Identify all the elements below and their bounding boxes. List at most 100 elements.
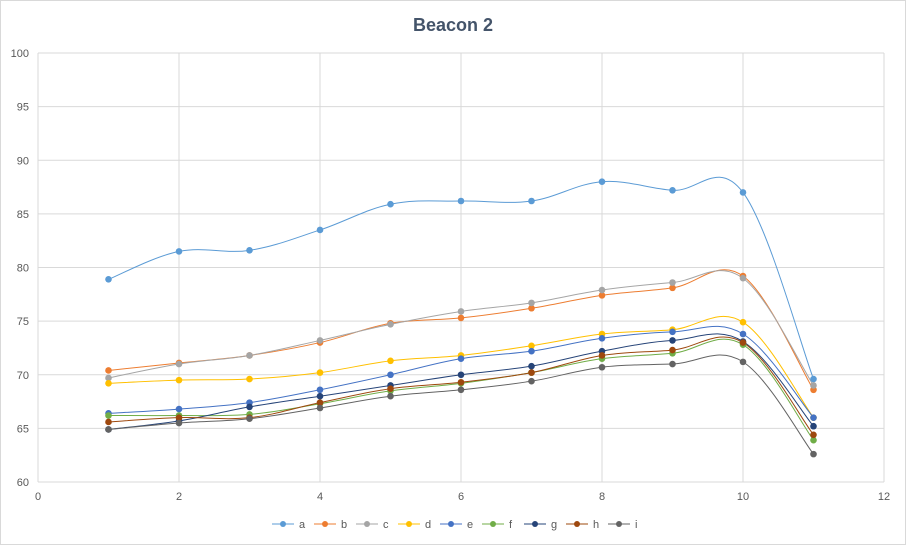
data-point-a (528, 197, 535, 205)
legend-swatch-marker (574, 521, 580, 527)
data-point-b (105, 367, 112, 374)
data-point-e (528, 347, 535, 355)
legend-item-g: g (524, 519, 557, 531)
data-point-c (387, 321, 394, 328)
data-point-h (739, 339, 747, 346)
data-point-i (246, 415, 253, 423)
series-line-h (108, 336, 814, 436)
y-tick-label: 90 (17, 155, 29, 167)
data-point-g (457, 371, 465, 379)
data-point-d (528, 342, 535, 350)
data-point-i (316, 404, 324, 412)
legend-label: e (467, 519, 473, 531)
data-point-d (175, 376, 183, 384)
data-point-a (316, 226, 324, 234)
data-point-i (175, 419, 183, 427)
x-axis-tick-labels: 0 2 4 6 8 10 12 (35, 491, 890, 503)
data-point-a (457, 197, 465, 205)
data-point-g (810, 422, 817, 430)
data-point-h (316, 399, 324, 406)
data-point-i (105, 426, 112, 433)
y-tick-label: 85 (17, 209, 29, 221)
data-point-i (810, 450, 817, 458)
legend: a b c d e f g h i (272, 519, 637, 531)
series-line-i (108, 354, 814, 455)
data-point-a (739, 189, 747, 196)
data-point-c (316, 337, 324, 344)
data-point-i (528, 377, 535, 385)
data-point-b (598, 292, 606, 299)
data-point-h (175, 414, 183, 421)
legend-item-c: c (356, 519, 389, 531)
y-tick-label: 70 (17, 370, 29, 382)
data-point-g (669, 337, 676, 344)
data-point-f (810, 436, 817, 444)
data-point-e (669, 328, 676, 336)
data-point-a (598, 178, 606, 185)
data-point-a (810, 375, 817, 383)
data-point-c (598, 286, 606, 294)
data-point-a (105, 275, 112, 283)
legend-label: a (299, 519, 306, 531)
data-point-h (810, 431, 817, 439)
x-tick-label: 4 (317, 491, 323, 503)
data-point-h (598, 352, 606, 359)
data-point-c (669, 279, 676, 286)
legend-swatch-marker (322, 521, 328, 527)
legend-item-d: d (398, 519, 431, 531)
data-point-a (246, 247, 253, 254)
legend-swatch-marker (532, 521, 538, 527)
x-tick-label: 12 (878, 491, 890, 503)
legend-swatch-marker (448, 521, 454, 527)
data-point-d (387, 357, 394, 365)
data-point-i (669, 360, 676, 368)
data-point-c (105, 374, 112, 382)
data-point-e (457, 355, 465, 362)
data-point-i (739, 358, 747, 366)
y-axis-tick-labels: 60 65 70 75 80 85 90 95 100 (11, 48, 29, 489)
data-point-c (246, 352, 253, 359)
data-point-g (316, 392, 324, 400)
y-tick-label: 100 (11, 48, 29, 60)
data-point-f (105, 412, 112, 419)
x-tick-label: 10 (737, 491, 749, 503)
legend-item-e: e (440, 519, 473, 531)
series-line-a (108, 176, 814, 380)
legend-item-a: a (272, 519, 306, 531)
legend-item-f: f (482, 519, 513, 531)
legend-label: g (551, 519, 557, 531)
data-point-g (246, 403, 253, 411)
data-point-a (175, 248, 183, 255)
chart-title: Beacon 2 (413, 15, 493, 35)
legend-label: b (341, 519, 347, 531)
y-tick-label: 95 (17, 102, 29, 114)
legend-item-i: i (608, 519, 637, 531)
legend-swatch-marker (616, 521, 622, 527)
legend-swatch-marker (364, 521, 370, 527)
data-point-b (457, 314, 465, 322)
data-point-d (105, 380, 112, 387)
data-point-c (739, 274, 747, 282)
data-point-d (246, 375, 253, 383)
legend-label: f (509, 519, 513, 531)
data-point-h (528, 369, 535, 376)
data-point-c (528, 299, 535, 307)
x-tick-label: 6 (458, 491, 464, 503)
series-line-d (108, 315, 814, 418)
legend-swatch-marker (280, 521, 286, 527)
data-point-h (669, 346, 676, 354)
data-point-a (387, 200, 394, 208)
legend-swatch-marker (406, 521, 412, 527)
data-point-d (316, 369, 324, 376)
data-point-h (387, 385, 394, 392)
data-point-e (316, 386, 324, 394)
legend-item-b: b (314, 519, 347, 531)
legend-item-h: h (566, 519, 599, 531)
gridlines (37, 52, 885, 483)
data-point-c (457, 308, 465, 315)
x-tick-label: 2 (176, 491, 182, 503)
data-point-e (598, 334, 606, 342)
legend-label: i (635, 519, 637, 531)
data-point-g (528, 362, 535, 370)
